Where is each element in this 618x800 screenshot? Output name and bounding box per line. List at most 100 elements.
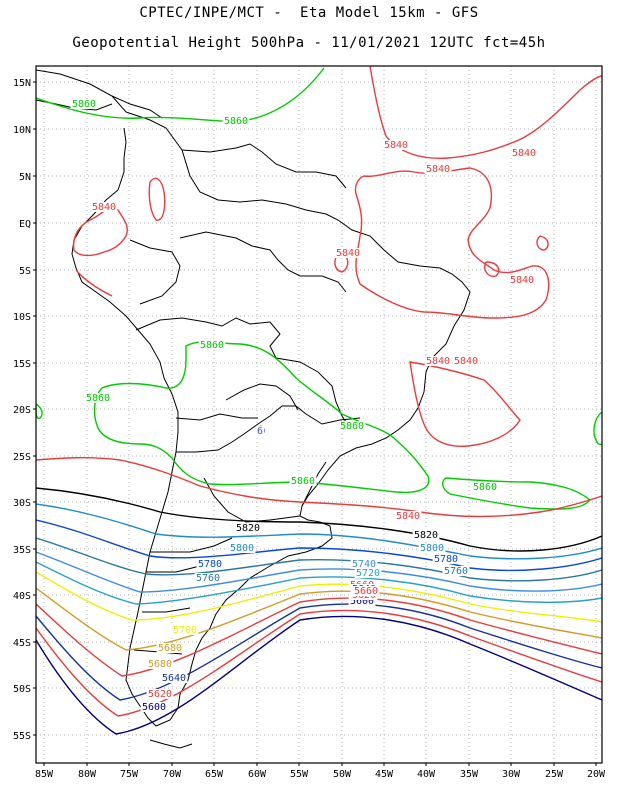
contour-line xyxy=(36,597,602,677)
contour-label-bg xyxy=(510,148,538,158)
contour-label-bg xyxy=(442,566,470,576)
contour-label: 5860 xyxy=(200,340,224,351)
southern-contours xyxy=(36,487,602,735)
contour-label-bg xyxy=(432,554,460,564)
contour-label-bg xyxy=(156,643,184,653)
contour-label: 5800 xyxy=(230,543,254,554)
contour-line xyxy=(36,551,602,593)
contour-label: 5860 xyxy=(86,393,110,404)
contour-label-bg xyxy=(228,543,256,553)
contour-label: 5720 xyxy=(356,568,380,579)
lon-tick-label: 80W xyxy=(78,769,97,780)
contour-label: 5660 xyxy=(354,586,378,597)
lon-tick-label: 55W xyxy=(290,769,309,780)
contour-label-bg xyxy=(352,586,380,596)
contour-label-bg xyxy=(382,140,410,150)
lon-tick-label: 65W xyxy=(205,769,224,780)
contour-label-bg xyxy=(350,559,378,569)
contour-label-bg xyxy=(452,356,480,366)
contour-label: 5840 xyxy=(384,140,408,151)
contour-label: 5840 xyxy=(396,511,420,522)
lon-tick-label: 30W xyxy=(502,769,521,780)
contour-label-bg xyxy=(70,99,98,109)
contour-label-bg xyxy=(90,202,118,212)
lat-tick-label: 40S xyxy=(13,591,31,602)
contour-line xyxy=(36,609,602,717)
contour-label-bg xyxy=(146,659,174,669)
contour-label: 5840 xyxy=(512,148,536,159)
lon-tick-label: 60W xyxy=(248,769,267,780)
contour-label: 5860 xyxy=(340,421,364,432)
contour-label: 5840 xyxy=(426,164,450,175)
contour-label-bg xyxy=(222,116,250,126)
contour-5860 xyxy=(36,67,602,510)
lon-tick-label: 45W xyxy=(375,769,394,780)
contour-label-bg xyxy=(471,482,499,492)
contour-label: 5600 xyxy=(350,596,374,607)
lat-tick-label: 20S xyxy=(13,405,31,416)
contour-label-bg xyxy=(84,393,112,403)
contour-label-bg xyxy=(354,568,382,578)
contour-line xyxy=(36,537,602,582)
lon-tick-label: 35W xyxy=(460,769,479,780)
lat-tick-label: 10N xyxy=(13,125,31,136)
lat-tick-label: 5N xyxy=(19,172,31,183)
contour-line xyxy=(36,487,602,552)
contour-label-bg xyxy=(198,340,226,350)
contour-line xyxy=(36,503,602,560)
lon-tick-label: 50W xyxy=(333,769,352,780)
contour-label: 5840 xyxy=(426,356,450,367)
contour-label: 5740 xyxy=(352,559,376,570)
lat-tick-label: 5S xyxy=(19,266,31,277)
contour-label: 5680 xyxy=(148,659,172,670)
map-frame xyxy=(35,65,603,764)
lon-tick-label: 40W xyxy=(417,769,436,780)
contour-label-bg xyxy=(424,356,452,366)
lon-tick-label: 70W xyxy=(163,769,182,780)
contour-line xyxy=(36,615,602,735)
contour-label: 5820 xyxy=(236,523,260,534)
contour-line xyxy=(36,519,602,572)
coastline xyxy=(36,69,471,749)
lat-tick-label: 15S xyxy=(13,359,31,370)
contour-label-layer: 5860 5860 5860 5860 5860 5860 5860 5840 5840 5840… xyxy=(70,99,538,713)
contour-label: 5760 xyxy=(196,573,220,584)
contour-label-bg xyxy=(412,530,440,540)
lat-tick-label: 50S xyxy=(13,684,31,695)
contour-label-bg xyxy=(194,573,222,583)
longitude-axis: 85W 80W 75W 70W 65W 60W 55W 50W 45W 40W 35W 30W 25W 2… xyxy=(35,763,606,780)
contour-label-bg xyxy=(348,596,376,606)
contour-label-bg xyxy=(160,673,188,683)
contour-label: 5760 xyxy=(444,566,468,577)
lat-tick-label: 35S xyxy=(13,545,31,556)
contour-label-bg xyxy=(338,421,366,431)
map-title: CPTEC/INPE/MCT - Eta Model 15km - GFS xyxy=(139,5,479,21)
lat-tick-label: 15N xyxy=(13,78,31,89)
contour-line xyxy=(36,603,602,701)
contour-line xyxy=(36,571,602,623)
contour-label: 5620 xyxy=(148,689,172,700)
lon-tick-label: 75W xyxy=(120,769,139,780)
contour-label-bg xyxy=(508,275,536,285)
contour-label: 5840 xyxy=(336,248,360,259)
lat-tick-label: EQ xyxy=(19,219,31,230)
lat-lon-grid xyxy=(36,66,602,763)
lon-tick-label: 85W xyxy=(35,769,54,780)
contour-label: 5640 xyxy=(162,673,186,684)
map-subtitle: Geopotential Height 500hPa - 11/01/2021 … xyxy=(72,35,546,51)
contour-label-bg xyxy=(418,543,446,553)
contour-label: 5860 xyxy=(291,476,315,487)
contour-label-bg xyxy=(289,476,317,486)
contour-label: 5860 xyxy=(473,482,497,493)
contour-label-bg xyxy=(171,625,199,635)
contour-label: 5680 xyxy=(158,643,182,654)
lon-tick-label: 25W xyxy=(545,769,564,780)
contour-line xyxy=(36,587,602,651)
lon-tick-label: 20W xyxy=(587,769,606,780)
contour-label: 5600 xyxy=(142,702,166,713)
contour-label-bg xyxy=(196,559,224,569)
contour-label: 5780 xyxy=(198,559,222,570)
contour-label: 5860 xyxy=(224,116,248,127)
contour-line xyxy=(36,561,602,605)
